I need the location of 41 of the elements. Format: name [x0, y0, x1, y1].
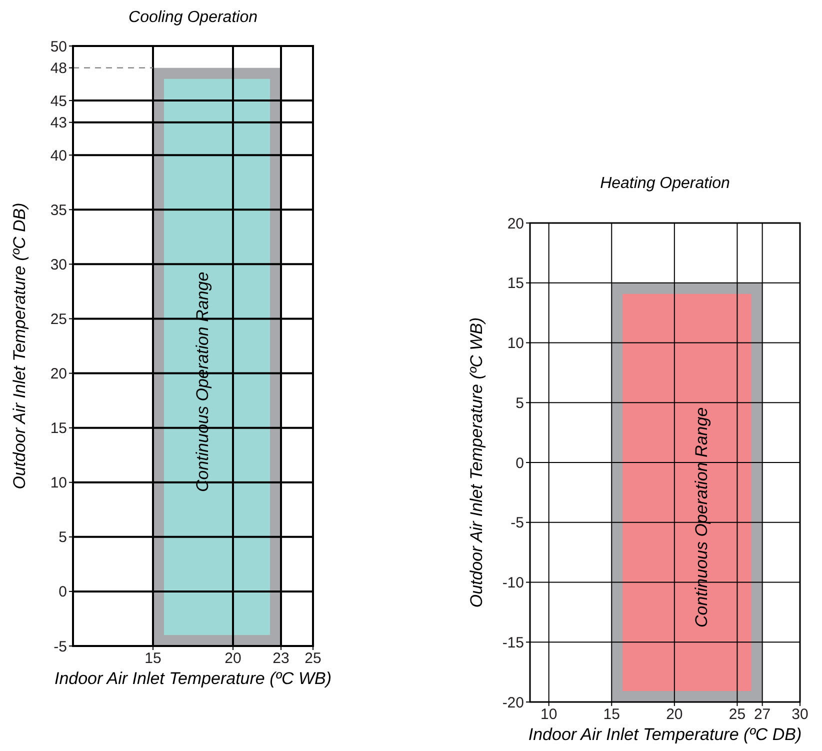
y-tick-label: 40 [50, 147, 67, 164]
y-tick-label: 25 [50, 310, 67, 328]
chart-title: Heating Operation [600, 175, 730, 192]
y-tick-label: 15 [50, 420, 67, 438]
annotation: Continuous Operation Range [692, 407, 711, 628]
y-tick-label: 20 [50, 366, 67, 383]
y-tick-label: -10 [502, 574, 524, 592]
y-tick-label: 48 [50, 60, 67, 78]
y-tick-label: 35 [50, 202, 67, 219]
y-tick-label: -5 [510, 514, 524, 532]
x-axis-title: Indoor Air Inlet Temperature (ºC WB) [54, 669, 332, 688]
y-tick-label: 0 [516, 454, 524, 472]
y-tick-label: -15 [502, 634, 524, 652]
x-axis-title: Indoor Air Inlet Temperature (ºC DB) [528, 725, 802, 744]
x-tick-label: 20 [666, 706, 683, 723]
x-tick-label: 25 [728, 706, 746, 723]
y-tick-label: -20 [502, 694, 524, 712]
y-tick-label: 50 [50, 38, 67, 56]
y-tick-label: 10 [507, 335, 524, 352]
annotation: Continuous Operation Range [192, 272, 212, 492]
x-tick-label: 20 [224, 650, 242, 667]
chart-title: Cooling Operation [128, 9, 258, 26]
y-tick-label: 43 [50, 114, 67, 132]
y-tick-label: 5 [516, 394, 524, 412]
y-axis-title: Outdoor Air Inlet Temperature (ºC WB) [467, 317, 486, 608]
x-tick-label: 15 [144, 650, 162, 667]
y-tick-label: 30 [50, 256, 67, 274]
x-tick-label: 10 [540, 706, 558, 723]
x-tick-label: 27 [754, 706, 771, 723]
y-tick-label: 20 [507, 215, 524, 232]
x-tick-label: 25 [304, 650, 322, 667]
x-tick-label: 30 [792, 706, 808, 723]
y-tick-label: 10 [50, 474, 67, 492]
x-tick-label: 23 [272, 650, 290, 667]
y-axis-title: Outdoor Air Inlet Temperature (ºC DB) [10, 202, 29, 490]
y-tick-label: 5 [58, 529, 67, 546]
y-tick-label: -5 [54, 638, 67, 656]
y-tick-label: 0 [58, 584, 67, 601]
x-tick-label: 15 [603, 706, 620, 723]
y-tick-label: 15 [507, 275, 524, 292]
y-tick-label: 45 [50, 92, 67, 110]
